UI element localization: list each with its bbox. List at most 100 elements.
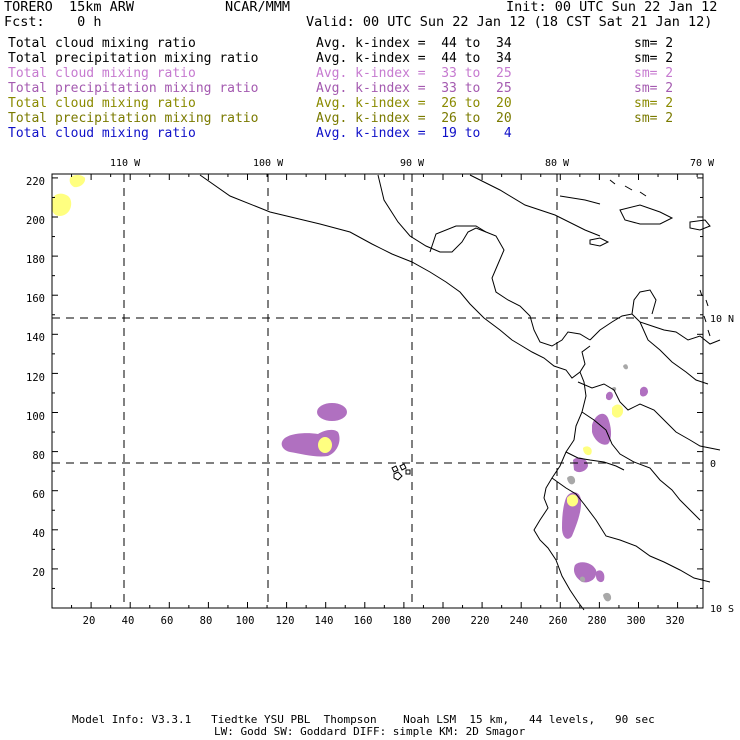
init-time: Init: 00 UTC Sun 22 Jan 12 — [506, 0, 718, 15]
caribbean-coastline — [377, 174, 591, 347]
yucatan-coastline — [429, 225, 487, 253]
y-tick-label: 20 — [32, 567, 45, 579]
y-tick-label: 60 — [32, 489, 45, 501]
x-tick-label: 200 — [432, 615, 451, 627]
x-tick-label: 240 — [510, 615, 529, 627]
purple-cloud-patch — [573, 457, 588, 473]
legend-range: Avg. k-index = 33 to 25 — [316, 66, 512, 81]
purple-cloud-patch — [596, 570, 605, 583]
legend-field: Total cloud mixing ratio — [8, 66, 196, 81]
legend-field: Total cloud mixing ratio — [8, 126, 196, 141]
gray-cloud-patch — [580, 576, 586, 582]
lon-label: 80 W — [545, 158, 570, 169]
legend-field: Total precipitation mixing ratio — [8, 81, 259, 96]
x-tick-label: 80 — [200, 615, 213, 627]
axis-ticks — [52, 174, 703, 608]
yellow-cloud-patch — [612, 404, 624, 418]
yellow-cloud-patch — [318, 437, 332, 453]
country-border — [551, 477, 711, 583]
lon-label: 100 W — [253, 158, 284, 169]
country-border — [577, 381, 721, 451]
jamaica-coastline — [589, 237, 610, 247]
bahamas-coastline — [609, 179, 647, 197]
lat-label: 0 — [710, 459, 716, 470]
y-tick-label: 220 — [26, 176, 45, 188]
purple-cloud-patch — [592, 413, 611, 445]
country-border — [581, 411, 701, 521]
venezuela-coastline — [631, 289, 657, 315]
gray-cloud-patch — [567, 475, 576, 485]
lat-lon-grid — [52, 174, 703, 608]
y-tick-label: 180 — [26, 254, 45, 266]
gray-cloud-patch — [612, 386, 617, 392]
country-border — [639, 321, 709, 385]
x-tick-label: 320 — [666, 615, 685, 627]
south-america-pacific-coast — [533, 371, 587, 611]
x-tick-label: 60 — [161, 615, 174, 627]
galapagos-islands — [391, 463, 411, 481]
pacific-coastline — [199, 174, 591, 379]
lon-label: 90 W — [400, 158, 425, 169]
gray-cloud-patch — [603, 592, 612, 602]
x-tick-label: 100 — [236, 615, 255, 627]
legend-range: Avg. k-index = 33 to 25 — [316, 81, 512, 96]
physics-info-line: LW: Godd SW: Goddard DIFF: simple KM: 2D… — [214, 725, 526, 738]
island-coastline — [689, 219, 711, 231]
x-tick-label: 300 — [627, 615, 646, 627]
legend-smoothing: sm= 2 — [634, 81, 674, 96]
legend-range: Avg. k-index = 26 to 20 — [316, 96, 512, 111]
cloud-fields — [52, 175, 648, 602]
island-coastline — [559, 195, 601, 205]
organization-label: NCAR/MMM — [225, 0, 291, 15]
cuba-coastline — [469, 174, 601, 237]
lat-label: 10 S — [710, 604, 734, 615]
y-tick-label: 200 — [26, 215, 45, 227]
x-tick-label: 260 — [549, 615, 568, 627]
legend-smoothing: sm= 2 — [634, 96, 674, 111]
yellow-cloud-patch — [567, 494, 579, 507]
purple-cloud-patch — [640, 386, 648, 397]
legend-smoothing: sm= 2 — [634, 66, 674, 81]
legend-range: Avg. k-index = 26 to 20 — [316, 111, 512, 126]
model-title: TORERO 15km ARW — [4, 0, 135, 15]
map-frame — [51, 173, 704, 609]
legend-field: Total precipitation mixing ratio — [8, 111, 259, 126]
lon-label: 110 W — [110, 158, 141, 169]
legend-smoothing: sm= 2 — [634, 36, 674, 51]
y-tick-label: 80 — [32, 450, 45, 462]
y-tick-label: 120 — [26, 372, 45, 384]
purple-cloud-patch — [573, 562, 597, 583]
y-tick-label: 40 — [32, 528, 45, 540]
lat-label: 10 N — [710, 314, 734, 325]
yellow-cloud-patch — [69, 175, 86, 188]
gray-cloud-patch — [623, 364, 628, 370]
legend-smoothing: sm= 2 — [634, 51, 674, 66]
x-tick-label: 140 — [315, 615, 334, 627]
legend-smoothing: sm= 2 — [634, 111, 674, 126]
legend-range: Avg. k-index = 44 to 34 — [316, 51, 512, 66]
y-tick-label: 160 — [26, 293, 45, 305]
x-tick-label: 280 — [588, 615, 607, 627]
y-tick-label: 100 — [26, 411, 45, 423]
legend-field: Total precipitation mixing ratio — [8, 51, 259, 66]
valid-time: Valid: 00 UTC Sun 22 Jan 12 (18 CST Sat … — [306, 14, 713, 30]
purple-cloud-patch — [606, 391, 613, 401]
model-info-line: Model Info: V3.3.1 Tiedtke YSU PBL Thomp… — [72, 713, 655, 726]
south-america-north-coast — [589, 313, 721, 345]
legend-range: Avg. k-index = 44 to 34 — [316, 36, 512, 51]
legend-field: Total cloud mixing ratio — [8, 96, 196, 111]
legend-range: Avg. k-index = 19 to 4 — [316, 126, 512, 141]
x-tick-label: 160 — [354, 615, 373, 627]
forecast-hour: Fcst: 0 h — [4, 14, 102, 30]
y-axis-labels: 220 200 180 160 140 120 100 80 60 40 20 — [26, 176, 45, 579]
hispaniola-coastline — [619, 204, 674, 225]
legend-field: Total cloud mixing ratio — [8, 36, 196, 51]
x-tick-label: 20 — [83, 615, 96, 627]
yellow-cloud-patch — [52, 193, 72, 216]
x-tick-label: 40 — [122, 615, 135, 627]
lon-label: 70 W — [690, 158, 715, 169]
x-tick-label: 220 — [471, 615, 490, 627]
x-tick-label: 180 — [393, 615, 412, 627]
